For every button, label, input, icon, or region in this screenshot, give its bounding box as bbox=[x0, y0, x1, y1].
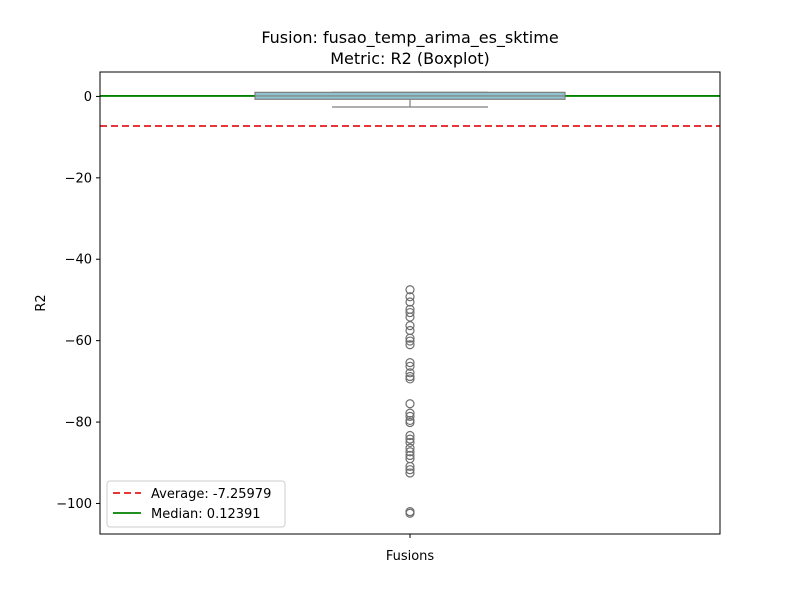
outlier-point bbox=[405, 465, 415, 475]
y-axis-label: R2 bbox=[34, 294, 49, 311]
outlier-point bbox=[405, 450, 415, 461]
chart-title: Fusion: fusao_temp_arima_es_sktime bbox=[261, 28, 558, 48]
outlier-point bbox=[405, 333, 415, 343]
legend-median-label: Median: 0.12391 bbox=[151, 507, 261, 522]
outlier-point bbox=[405, 508, 415, 518]
outlier-point bbox=[405, 434, 415, 444]
outlier-point bbox=[405, 361, 415, 371]
y-tick-label: −60 bbox=[65, 334, 92, 349]
outlier-point bbox=[405, 368, 415, 378]
legend: Average: -7.25979 Median: 0.12391 bbox=[106, 480, 286, 528]
x-axis-label: Fusions bbox=[386, 549, 435, 564]
outlier-point bbox=[405, 320, 415, 331]
outlier-point bbox=[405, 297, 415, 307]
outlier-point bbox=[405, 430, 415, 441]
outlier-points bbox=[405, 285, 415, 518]
outlier-point bbox=[405, 285, 415, 295]
outlier-point bbox=[405, 358, 415, 368]
y-tick-label: 0 bbox=[84, 90, 92, 105]
outlier-point bbox=[405, 443, 415, 453]
y-axis-ticks: 0 −20 −40 −60 −80 −100 bbox=[56, 90, 100, 512]
chart-subtitle: Metric: R2 (Boxplot) bbox=[330, 49, 490, 68]
outlier-point bbox=[405, 411, 415, 421]
outlier-point bbox=[405, 340, 415, 350]
outlier-point bbox=[405, 292, 415, 302]
legend-box bbox=[106, 480, 286, 528]
outlier-point bbox=[405, 417, 415, 428]
outlier-point bbox=[405, 371, 415, 382]
outlier-point bbox=[405, 399, 415, 409]
outlier-point bbox=[405, 461, 415, 472]
outlier-point bbox=[405, 447, 415, 457]
outlier-point bbox=[405, 468, 415, 478]
outlier-point bbox=[405, 437, 415, 448]
outlier-point bbox=[405, 374, 415, 384]
y-tick-label: −40 bbox=[65, 253, 92, 268]
boxplot bbox=[254, 91, 566, 108]
y-tick-label: −20 bbox=[65, 171, 92, 186]
outlier-point bbox=[405, 408, 415, 418]
outlier-point bbox=[405, 336, 415, 346]
outlier-point bbox=[405, 307, 415, 318]
y-tick-label: −80 bbox=[65, 416, 92, 431]
legend-average-label: Average: -7.25979 bbox=[151, 487, 271, 502]
y-tick-label: −100 bbox=[56, 497, 92, 512]
